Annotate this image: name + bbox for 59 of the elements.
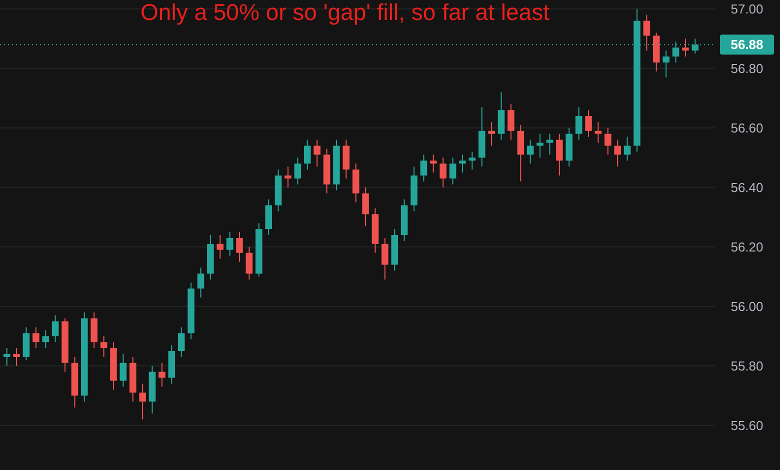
candlestick (614, 139, 621, 168)
candlestick (304, 139, 311, 170)
chart-title: Only a 50% or so 'gap' fill, so far at least (140, 0, 550, 25)
candlestick (178, 326, 185, 358)
y-tick-label: 56.20 (730, 239, 764, 254)
candlestick (22, 326, 30, 360)
candlestick (498, 92, 505, 140)
candlestick (362, 186, 369, 227)
candlestick (226, 232, 234, 256)
candlestick (508, 104, 514, 140)
candlestick (420, 154, 428, 182)
candlestick (314, 139, 320, 168)
candlestick (556, 133, 563, 176)
candlestick (197, 267, 204, 298)
candlestick (449, 157, 456, 185)
candlestick (517, 124, 524, 182)
candlestick (352, 163, 360, 203)
candlestick (294, 157, 302, 185)
candlestick (120, 353, 127, 388)
candlestick (42, 330, 50, 349)
candlestick (265, 198, 272, 236)
candlestick (526, 139, 534, 164)
y-tick-label: 57.00 (730, 1, 764, 16)
y-tick-label: 56.00 (730, 298, 764, 314)
candlestick (682, 38, 689, 58)
candlestick (440, 157, 446, 188)
candlestick (236, 232, 243, 262)
candlestick (575, 106, 582, 140)
candlestick (488, 121, 495, 146)
candlestick (459, 154, 466, 174)
candlestick (216, 234, 224, 260)
candlestick (158, 362, 166, 388)
candlestick (604, 127, 612, 156)
candlestick (32, 326, 40, 349)
candlestick (139, 383, 146, 420)
candlestick (536, 133, 544, 158)
candlestick (624, 136, 631, 162)
candlestick (585, 110, 592, 138)
candlestick (246, 246, 253, 280)
candlestick (594, 121, 602, 144)
candlestick (430, 154, 437, 174)
candlestick (342, 139, 350, 179)
y-tick-label: 55.80 (730, 358, 764, 374)
y-tick-label: 56.60 (730, 120, 764, 136)
ref-line-label: 56.88 (730, 37, 764, 52)
candlestick (468, 151, 476, 170)
candlestick (52, 314, 59, 343)
candlestick (546, 133, 554, 156)
candlestick (3, 348, 10, 366)
y-tick-label: 55.60 (730, 418, 764, 433)
candlestick (100, 336, 108, 358)
candlestick (90, 312, 98, 349)
y-tick-label: 56.80 (730, 60, 764, 76)
y-tick-label: 56.40 (730, 180, 764, 195)
candlestick (643, 14, 650, 52)
candlestick (284, 166, 292, 188)
candlestick (13, 348, 20, 366)
candlestick (382, 237, 388, 280)
candlestick (662, 50, 670, 78)
